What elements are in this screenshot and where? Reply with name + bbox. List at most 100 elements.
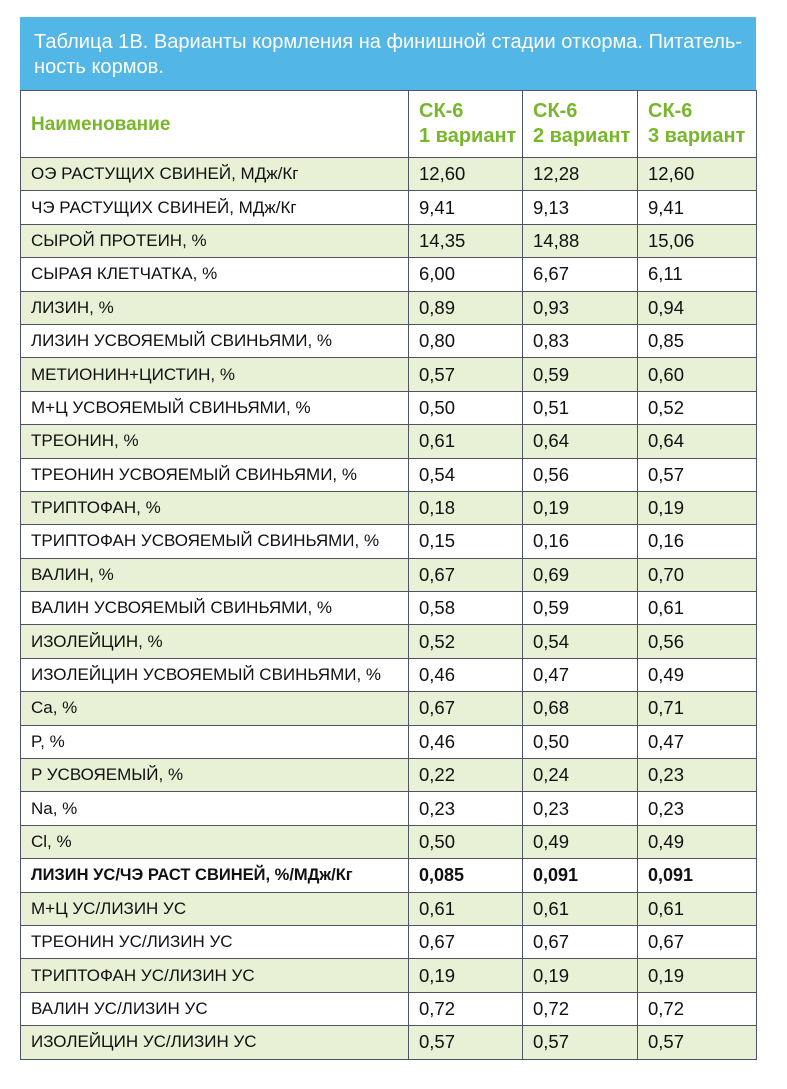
table-row: ЛИЗИН УС/ЧЭ РАСТ СВИНЕЙ, %/МДж/Кг 0,085 0,… xyxy=(20,858,757,893)
table-row: Na, % 0,23 0,23 0,23 xyxy=(20,791,757,826)
table-row: ИЗОЛЕЙЦИН УС/ЛИЗИН УС 0,57 0,57 0,57 xyxy=(20,1025,757,1060)
variant-3-cell: 0,23 xyxy=(637,791,757,826)
row-name-cell: ТРИПТОФАН УС/ЛИЗИН УС xyxy=(20,958,409,993)
variant-1-cell: 9,41 xyxy=(408,190,523,225)
row-name-cell: ТРИПТОФАН, % xyxy=(20,490,409,526)
variant-3-cell: 0,56 xyxy=(637,624,757,659)
variant-3-cell: 0,61 xyxy=(637,591,757,626)
variant-2-cell: 0,24 xyxy=(522,758,638,793)
variant-1-cell: 0,19 xyxy=(408,958,523,993)
column-header-feed: СК-6 xyxy=(648,100,693,122)
variant-2-cell: 0,93 xyxy=(522,290,638,325)
column-header-feed: СК-6 xyxy=(419,100,464,122)
variant-2-cell: 0,51 xyxy=(522,390,638,426)
variant-2-cell: 0,47 xyxy=(522,657,638,693)
variant-2-cell: 0,19 xyxy=(522,958,638,993)
variant-3-cell: 9,41 xyxy=(637,190,757,225)
variant-1-cell: 0,67 xyxy=(408,924,523,960)
variant-1-cell: 12,60 xyxy=(408,156,523,192)
table-row: ИЗОЛЕЙЦИН УСВОЯЕМЫЙ СВИНЬЯМИ, % 0,46 0,47 0… xyxy=(20,657,757,693)
nutrition-table: Наименование СК-6 1 вариант СК-6 2 вариа… xyxy=(20,90,757,1060)
variant-2-cell: 0,54 xyxy=(522,624,638,659)
variant-2-cell: 0,49 xyxy=(522,824,638,860)
table-row: ЛИЗИН, % 0,89 0,93 0,94 xyxy=(20,290,757,325)
variant-3-cell: 0,49 xyxy=(637,824,757,860)
row-name-cell: ТРЕОНИН УС/ЛИЗИН УС xyxy=(20,924,409,960)
column-header-variant-label: 2 вариант xyxy=(533,125,631,147)
variant-1-cell: 0,52 xyxy=(408,624,523,659)
row-name-cell: ИЗОЛЕЙЦИН УСВОЯЕМЫЙ СВИНЬЯМИ, % xyxy=(20,657,409,693)
variant-2-cell: 0,61 xyxy=(522,891,638,926)
row-name-cell: ТРЕОНИН, % xyxy=(20,424,409,459)
variant-2-cell: 0,16 xyxy=(522,524,638,559)
variant-2-cell: 0,68 xyxy=(522,691,638,726)
row-name-cell: ЛИЗИН, % xyxy=(20,290,409,325)
variant-2-cell: 0,67 xyxy=(522,924,638,960)
variant-3-cell: 0,64 xyxy=(637,424,757,459)
variant-3-cell: 0,67 xyxy=(637,924,757,960)
variant-1-cell: 0,57 xyxy=(408,357,523,392)
variant-3-cell: 0,85 xyxy=(637,323,757,359)
row-name-cell: ТРИПТОФАН УСВОЯЕМЫЙ СВИНЬЯМИ, % xyxy=(20,524,409,559)
variant-1-cell: 0,22 xyxy=(408,758,523,793)
variant-1-cell: 6,00 xyxy=(408,257,523,292)
nutrition-table-container: Наименование СК-6 1 вариант СК-6 2 вариа… xyxy=(20,90,757,1060)
table-row: ТРИПТОФАН УС/ЛИЗИН УС 0,19 0,19 0,19 xyxy=(20,958,757,993)
column-header-variant-label: 3 вариант xyxy=(648,125,746,147)
variant-1-cell: 0,15 xyxy=(408,524,523,559)
row-name-cell: ВАЛИН УС/ЛИЗИН УС xyxy=(20,991,409,1027)
variant-2-cell: 0,69 xyxy=(522,557,638,593)
variant-3-cell: 0,49 xyxy=(637,657,757,693)
column-header-variant-2: СК-6 2 вариант xyxy=(522,90,638,158)
variant-2-cell: 0,64 xyxy=(522,424,638,459)
variant-3-cell: 0,70 xyxy=(637,557,757,593)
variant-1-cell: 0,80 xyxy=(408,323,523,359)
variant-2-cell: 0,59 xyxy=(522,357,638,392)
variant-1-cell: 0,50 xyxy=(408,390,523,426)
table-row: СЫРАЯ КЛЕТЧАТКА, % 6,00 6,67 6,11 xyxy=(20,257,757,292)
column-header-feed: СК-6 xyxy=(533,100,578,122)
variant-3-cell: 0,71 xyxy=(637,691,757,726)
column-header-name: Наименование xyxy=(20,90,409,158)
variant-3-cell: 0,57 xyxy=(637,1025,757,1060)
row-name-cell: СЫРОЙ ПРОТЕИН, % xyxy=(20,223,409,259)
table-row: ТРИПТОФАН УСВОЯЕМЫЙ СВИНЬЯМИ, % 0,15 0,16 0… xyxy=(20,524,757,559)
table-row: ТРЕОНИН УСВОЯЕМЫЙ СВИНЬЯМИ, % 0,54 0,56 0,5… xyxy=(20,457,757,492)
variant-1-cell: 0,18 xyxy=(408,490,523,526)
column-header-variant-label: 1 вариант xyxy=(419,125,517,147)
column-header-variant-1: СК-6 1 вариант xyxy=(408,90,523,158)
variant-3-cell: 0,61 xyxy=(637,891,757,926)
row-name-cell: ЧЭ РАСТУЩИХ СВИНЕЙ, МДж/Кг xyxy=(20,190,409,225)
table-row: М+Ц УС/ЛИЗИН УС 0,61 0,61 0,61 xyxy=(20,891,757,926)
table-row: Ca, % 0,67 0,68 0,71 xyxy=(20,691,757,726)
variant-3-cell: 0,72 xyxy=(637,991,757,1027)
table-row: Cl, % 0,50 0,49 0,49 xyxy=(20,824,757,860)
row-name-cell: Ca, % xyxy=(20,691,409,726)
table-row: ВАЛИН, % 0,67 0,69 0,70 xyxy=(20,557,757,593)
variant-2-cell: 14,88 xyxy=(522,223,638,259)
variant-2-cell: 0,56 xyxy=(522,457,638,492)
table-body: ОЭ РАСТУЩИХ СВИНЕЙ, МДж/Кг 12,60 12,28 12,6… xyxy=(20,156,757,1060)
variant-3-cell: 6,11 xyxy=(637,257,757,292)
variant-2-cell: 0,57 xyxy=(522,1025,638,1060)
table-row: ЛИЗИН УСВОЯЕМЫЙ СВИНЬЯМИ, % 0,80 0,83 0,85 xyxy=(20,323,757,359)
row-name-cell: Na, % xyxy=(20,791,409,826)
variant-2-cell: 0,091 xyxy=(522,858,638,893)
variant-1-cell: 0,23 xyxy=(408,791,523,826)
variant-1-cell: 0,085 xyxy=(408,858,523,893)
variant-3-cell: 0,19 xyxy=(637,490,757,526)
table-row: ТРИПТОФАН, % 0,18 0,19 0,19 xyxy=(20,490,757,526)
row-name-cell: ИЗОЛЕЙЦИН УС/ЛИЗИН УС xyxy=(20,1025,409,1060)
variant-1-cell: 0,46 xyxy=(408,724,523,760)
row-name-cell: СЫРАЯ КЛЕТЧАТКА, % xyxy=(20,257,409,292)
variant-2-cell: 12,28 xyxy=(522,156,638,192)
variant-3-cell: 0,47 xyxy=(637,724,757,760)
variant-1-cell: 0,67 xyxy=(408,557,523,593)
variant-1-cell: 0,46 xyxy=(408,657,523,693)
row-name-cell: ЛИЗИН УСВОЯЕМЫЙ СВИНЬЯМИ, % xyxy=(20,323,409,359)
variant-3-cell: 0,16 xyxy=(637,524,757,559)
variant-3-cell: 0,19 xyxy=(637,958,757,993)
variant-3-cell: 0,52 xyxy=(637,390,757,426)
row-name-cell: ТРЕОНИН УСВОЯЕМЫЙ СВИНЬЯМИ, % xyxy=(20,457,409,492)
variant-3-cell: 12,60 xyxy=(637,156,757,192)
